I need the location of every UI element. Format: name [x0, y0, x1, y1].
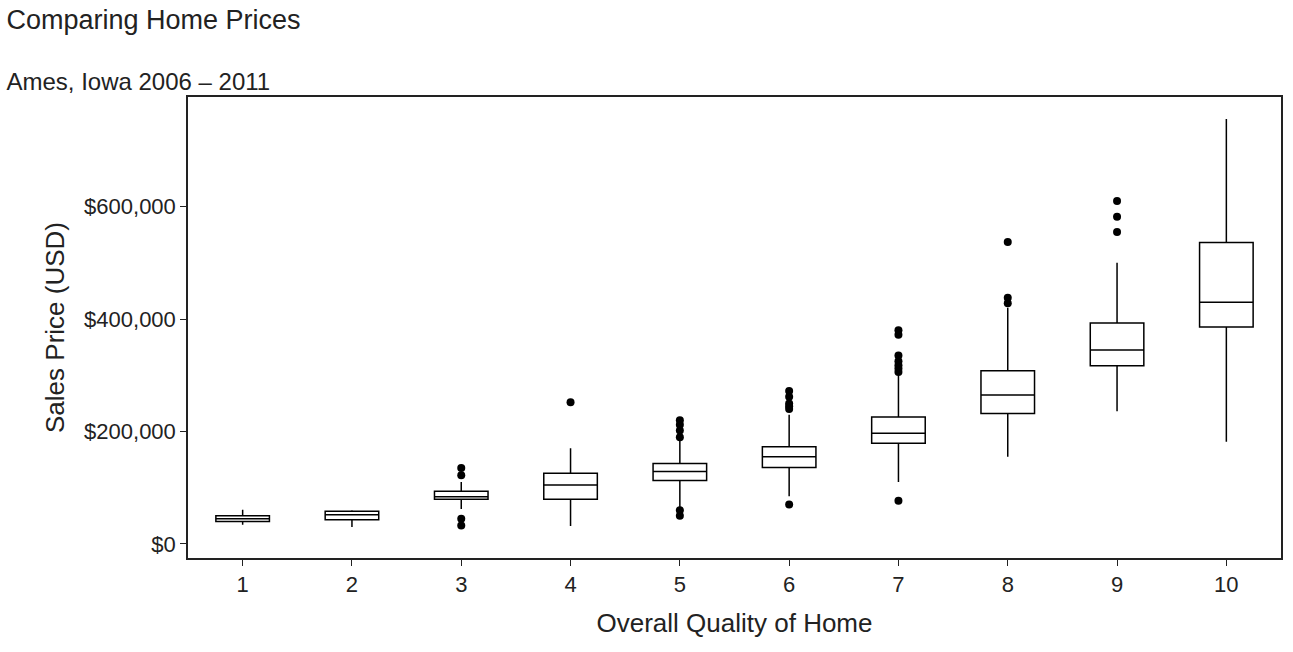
svg-text:9: 9 [1111, 572, 1123, 597]
svg-text:3: 3 [455, 572, 467, 597]
svg-text:5: 5 [674, 572, 686, 597]
svg-text:6: 6 [783, 572, 795, 597]
svg-text:Comparing Home Prices: Comparing Home Prices [6, 5, 300, 35]
svg-text:1: 1 [237, 572, 249, 597]
svg-text:Ames, Iowa 2006 – 2011: Ames, Iowa 2006 – 2011 [6, 68, 270, 95]
svg-text:7: 7 [892, 572, 904, 597]
svg-text:$400,000: $400,000 [84, 307, 176, 332]
svg-text:$200,000: $200,000 [84, 419, 176, 444]
svg-text:Sales Price (USD): Sales Price (USD) [40, 222, 70, 433]
svg-text:$0: $0 [151, 532, 175, 557]
svg-text:4: 4 [564, 572, 576, 597]
svg-text:10: 10 [1214, 572, 1238, 597]
svg-text:2: 2 [346, 572, 358, 597]
svg-text:Overall Quality of Home: Overall Quality of Home [597, 608, 873, 638]
svg-text:8: 8 [1002, 572, 1014, 597]
svg-text:$600,000: $600,000 [84, 194, 176, 219]
